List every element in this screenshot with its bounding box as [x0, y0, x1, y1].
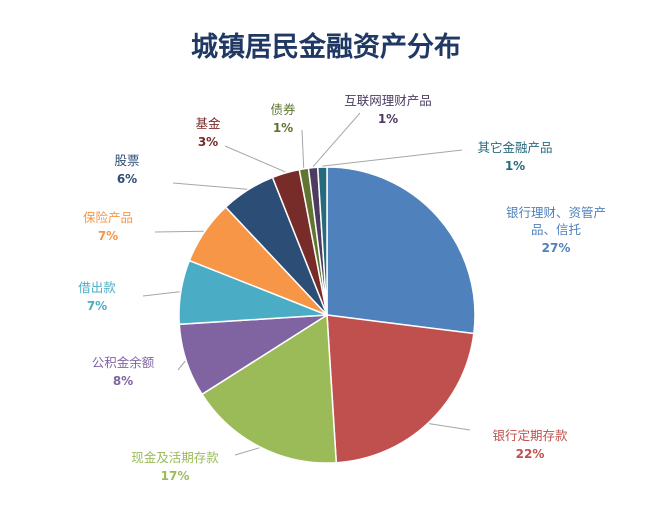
slice-label: 现金及活期存款 17%	[131, 450, 219, 483]
slice-label-line: 股票	[114, 153, 139, 168]
slice-percent: 17%	[161, 469, 190, 483]
leader-line	[234, 447, 260, 456]
slice-label: 银行定期存款 22%	[492, 428, 568, 461]
slice-label-line: 债券	[270, 102, 296, 117]
leader-lines	[142, 112, 471, 456]
slice-label: 银行理财、资管产品、信托 27%	[506, 205, 606, 255]
pie-slice	[316, 166, 328, 316]
slice-label: 保险产品 7%	[83, 210, 133, 243]
leader-line	[224, 145, 286, 173]
slice-label-line: 现金及活期存款	[131, 450, 219, 465]
leader-line	[154, 230, 204, 233]
slice-percent: 1%	[505, 159, 525, 173]
slice-percent: 8%	[113, 374, 133, 388]
slice-label-line: 保险产品	[83, 210, 133, 225]
slice-percent: 22%	[516, 447, 545, 461]
slice-label-line: 公积金余额	[92, 355, 155, 370]
slice-label-line: 银行理财、资管产	[506, 205, 606, 220]
slice-label: 债券 1%	[270, 102, 296, 135]
slice-label: 其它金融产品 1%	[477, 140, 552, 173]
leader-line	[428, 423, 471, 431]
slice-label-line: 借出款	[78, 280, 116, 295]
leader-line	[177, 360, 186, 371]
pie-slice	[326, 166, 476, 335]
leader-line	[172, 182, 248, 190]
slice-label: 互联网理财产品 1%	[344, 93, 432, 126]
slice-label-line: 银行定期存款	[492, 428, 568, 443]
slice-percent: 6%	[117, 172, 137, 186]
slice-label-line: 品、信托	[531, 222, 581, 237]
slice-label-line: 基金	[195, 116, 221, 131]
slice-percent: 7%	[98, 229, 118, 243]
slice-percent: 1%	[378, 112, 398, 126]
slice-label: 公积金余额 8%	[92, 355, 155, 388]
leader-line	[142, 291, 180, 297]
slice-labels: 银行理财、资管产品、信托 27% 银行定期存款 22% 现金及活期存款 17% 公积金余额 8…	[78, 93, 606, 483]
leader-line	[312, 112, 361, 168]
slice-percent: 7%	[87, 299, 107, 313]
pie-slices	[178, 166, 476, 464]
leader-line	[322, 149, 463, 167]
slice-label-line: 互联网理财产品	[344, 93, 432, 108]
pie-slice	[326, 314, 475, 464]
slice-label: 股票 6%	[114, 153, 139, 186]
chart-title: 城镇居民金融资产分布	[191, 31, 461, 63]
pie-slice	[201, 313, 338, 464]
slice-label-line: 其它金融产品	[477, 140, 552, 155]
slice-label: 借出款 7%	[78, 280, 116, 313]
slice-percent: 27%	[542, 241, 571, 255]
slice-label: 基金 3%	[195, 116, 221, 149]
slice-percent: 3%	[198, 135, 218, 149]
leader-line	[301, 129, 305, 168]
slice-percent: 1%	[273, 121, 293, 135]
